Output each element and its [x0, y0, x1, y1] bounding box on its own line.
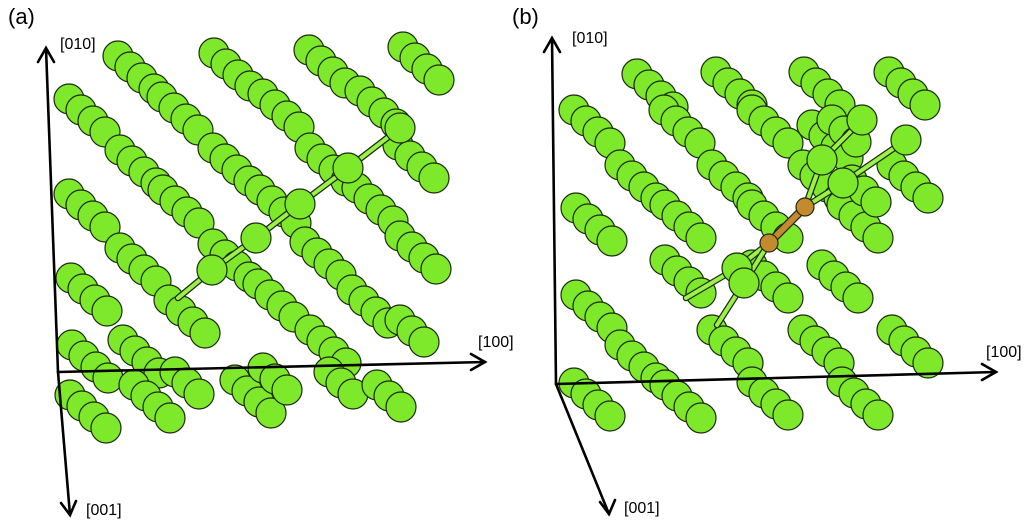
- atom-a-19: [423, 64, 455, 96]
- atom-b-63: [862, 222, 894, 254]
- atom-b-103: [685, 402, 717, 434]
- atom-a-99: [90, 412, 122, 444]
- axis-b-010-label: [010]: [572, 30, 608, 47]
- atom-b-107: [772, 399, 804, 431]
- axis-a-100-label: [100]: [478, 334, 514, 351]
- axis-b-001-label: [001]: [624, 500, 660, 517]
- axis-b-001-arrowhead: [598, 498, 617, 517]
- bond-layer-a: [174, 112, 416, 302]
- atom-a-122: [183, 378, 215, 410]
- axis-a-001-arrowhead: [59, 499, 78, 518]
- atom-b-51: [596, 225, 628, 257]
- atom-a-134: [408, 326, 440, 358]
- atom-b-117: [860, 186, 892, 218]
- axis-b-100-line: [554, 370, 998, 386]
- bonded-atom-a-3: [332, 152, 364, 184]
- atom-a-125: [271, 374, 303, 406]
- axis-a-100-arrowhead: [469, 352, 488, 372]
- atom-a-119: [154, 402, 186, 434]
- bonded-atom-a-1: [240, 222, 272, 254]
- bonded-atom-a-4: [384, 112, 416, 144]
- defect-atom-b-0: [759, 233, 779, 253]
- atom-b-27: [772, 127, 804, 159]
- atom-a-55: [91, 295, 123, 327]
- panel-b: (b) [010] [100] [001]: [512, 0, 1030, 522]
- bonded-atom-a-2: [284, 188, 316, 220]
- atom-a-75: [189, 317, 221, 349]
- atom-a-115: [255, 397, 287, 429]
- crystal-lattice-a: [36, 31, 488, 518]
- axis-b-001-line: [554, 382, 611, 516]
- atom-b-75: [772, 282, 804, 314]
- axis-b-010-line: [550, 36, 558, 386]
- atom-a-131: [385, 391, 417, 423]
- atom-b-99: [594, 400, 626, 432]
- panel-b-label: (b): [512, 4, 539, 29]
- atom-a-103: [420, 253, 452, 285]
- atom-b-15: [909, 89, 941, 121]
- axis-b-010-arrowhead: [542, 35, 562, 54]
- atom-b-95: [912, 347, 944, 379]
- atom-b-47: [912, 182, 944, 214]
- panel-a: (a) [010] [100] [001]: [8, 4, 514, 519]
- defect-atom-b-1: [795, 197, 815, 217]
- crystal-lattice-b: [542, 35, 999, 517]
- atom-b-111: [862, 399, 894, 431]
- atom-a-63: [418, 162, 450, 194]
- axis-a-010-arrowhead: [36, 45, 56, 64]
- axes-a: [36, 45, 488, 518]
- atom-b-55: [685, 222, 717, 254]
- bonded-atom-b-1: [728, 267, 760, 299]
- axis-b-100-label: [100]: [986, 344, 1022, 361]
- atom-layer-a: [53, 31, 455, 444]
- bonded-atom-b-2: [827, 167, 859, 199]
- axis-b-100-arrowhead: [980, 362, 999, 382]
- axis-a-010-line: [44, 46, 60, 374]
- atom-layer-b: [558, 56, 944, 434]
- bonded-atom-b-4: [806, 144, 838, 176]
- axis-a-010-label: [010]: [60, 36, 96, 53]
- axes-b: [542, 35, 999, 517]
- atom-a-79: [92, 362, 124, 394]
- axis-a-100-line: [56, 360, 487, 374]
- atom-b-79: [842, 282, 874, 314]
- bonded-atom-b-3: [890, 124, 922, 156]
- bonded-atom-a-0: [196, 254, 228, 286]
- axis-a-001-label: [001]: [86, 502, 122, 519]
- bond-layer-b: [682, 104, 922, 329]
- panel-a-label: (a): [8, 4, 35, 29]
- axis-a-001-line: [56, 370, 72, 517]
- bonded-atom-b-5: [846, 104, 878, 136]
